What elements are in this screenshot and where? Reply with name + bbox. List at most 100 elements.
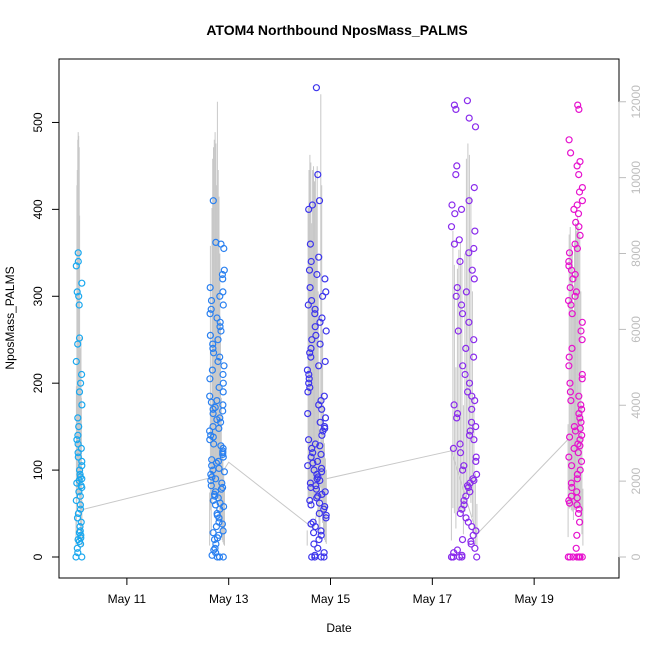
data-point: [216, 353, 224, 361]
data-point: [307, 453, 315, 461]
data-point: [465, 249, 473, 257]
data-point: [307, 257, 315, 266]
data-point: [317, 464, 326, 472]
data-point: [310, 466, 318, 474]
data-point: [309, 449, 317, 457]
data-point: [568, 310, 576, 318]
data-point: [308, 201, 316, 209]
data-point: [321, 503, 329, 511]
data-point: [575, 518, 584, 526]
data-point: [578, 184, 587, 192]
data-point: [304, 388, 312, 396]
data-point: [305, 436, 313, 444]
data-point: [77, 370, 86, 379]
data-point: [219, 388, 227, 396]
data-point: [308, 444, 316, 452]
data-point: [308, 297, 316, 305]
data-point: [73, 514, 82, 522]
data-point: [72, 262, 80, 270]
data-point: [466, 427, 474, 435]
data-point: [314, 492, 322, 500]
data-point: [312, 84, 320, 92]
data-point: [207, 305, 215, 313]
data-point: [567, 397, 575, 405]
data-point: [311, 305, 319, 313]
data-point: [220, 362, 228, 370]
y-tick-label: 100: [31, 460, 45, 480]
data-point: [573, 201, 581, 209]
data-point: [571, 240, 579, 248]
data-point: [460, 501, 468, 509]
data-point: [209, 344, 217, 352]
data-point: [211, 488, 219, 496]
data-point: [218, 479, 226, 487]
data-point: [74, 509, 83, 518]
data-point: [578, 375, 586, 383]
data-point: [457, 205, 466, 213]
data-point: [453, 162, 461, 170]
data-point: [471, 123, 480, 131]
data-point: [565, 353, 573, 361]
data-point: [206, 392, 214, 400]
data-point: [465, 318, 473, 326]
data-point: [465, 431, 474, 439]
data-point: [465, 379, 474, 387]
data-point: [458, 535, 467, 544]
data-point: [467, 418, 476, 426]
series-flight-4: [447, 97, 481, 561]
y2-tick-label: 4000: [629, 392, 643, 419]
data-point: [565, 362, 573, 370]
series-flight-2: [206, 197, 228, 561]
x-tick-label: May 13: [209, 592, 249, 606]
data-point: [316, 340, 324, 348]
data-point: [447, 223, 456, 231]
x-tick-label: May 17: [413, 592, 453, 606]
data-point: [316, 442, 324, 450]
data-point: [465, 197, 473, 205]
data-point: [220, 468, 228, 476]
data-point: [220, 266, 228, 274]
data-point: [468, 266, 476, 274]
data-point: [207, 431, 215, 439]
data-point: [211, 544, 219, 552]
data-point: [219, 553, 227, 561]
data-point: [454, 327, 462, 335]
data-point: [312, 331, 320, 339]
data-point: [209, 423, 217, 431]
data-point: [310, 529, 318, 537]
data-point: [458, 551, 466, 559]
data-point: [464, 388, 472, 396]
y2-tick-label: 2000: [629, 467, 643, 494]
data-point: [456, 257, 464, 266]
data-point: [219, 288, 227, 296]
data-point: [206, 284, 214, 292]
data-point: [314, 171, 322, 179]
data-point: [571, 292, 579, 300]
data-point: [575, 105, 583, 114]
data-point: [313, 457, 322, 465]
data-point: [210, 546, 218, 554]
data-point: [210, 349, 218, 357]
data-point: [213, 314, 221, 322]
data-point: [212, 459, 220, 467]
data-point: [78, 475, 86, 483]
data-point: [322, 514, 330, 522]
y-tick-label: 200: [31, 373, 45, 393]
data-point: [467, 537, 475, 546]
data-point: [321, 357, 329, 366]
data-point: [473, 470, 481, 478]
data-point: [306, 240, 314, 248]
data-point: [209, 405, 217, 413]
y-axis-label: NposMass_PALMS: [3, 266, 17, 369]
data-point: [209, 410, 217, 418]
data-point: [74, 549, 82, 557]
data-point: [576, 231, 584, 239]
data-point: [471, 227, 479, 235]
data-point: [307, 501, 315, 509]
data-point: [318, 431, 326, 439]
data-point: [575, 505, 583, 513]
data-point: [467, 540, 475, 548]
data-point: [567, 492, 576, 500]
data-point: [321, 423, 329, 431]
data-point: [577, 418, 585, 426]
